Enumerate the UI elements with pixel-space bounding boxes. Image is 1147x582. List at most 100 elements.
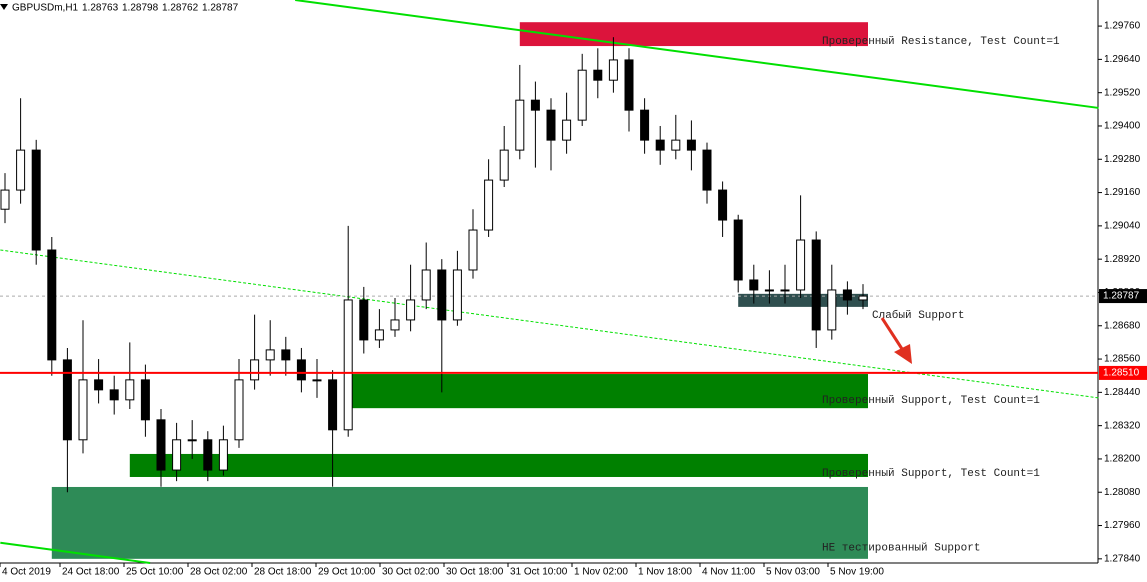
candle-body — [516, 100, 524, 150]
candle-body — [407, 300, 415, 320]
candle-body — [360, 300, 368, 340]
header-value: 1.28787 — [202, 3, 239, 14]
candle-body — [235, 380, 243, 440]
candle-body — [594, 70, 602, 80]
y-tick-label: 1.29640 — [1104, 54, 1141, 65]
overlay: GBPUSDm,H1 — [0, 3, 79, 14]
candle-body — [609, 60, 617, 80]
x-tick-label: 28 Oct 02:00 — [190, 567, 248, 578]
candle-body — [63, 360, 71, 440]
candle-body — [750, 280, 758, 290]
candle-body — [17, 150, 25, 190]
candle-body — [547, 110, 555, 140]
zone — [348, 374, 868, 408]
candle-body — [422, 270, 430, 300]
x-tick-label: 1 Nov 02:00 — [574, 567, 628, 578]
y-tick-label: 1.28080 — [1104, 487, 1141, 498]
x-tick-label: 29 Oct 10:00 — [318, 567, 376, 578]
candle-body — [719, 190, 727, 220]
candle-body — [843, 290, 851, 300]
y-tick-label: 1.28200 — [1104, 454, 1141, 465]
zone-label: Проверенный Support, Test Count=1 — [822, 395, 1040, 407]
x-tick-label: 4 Nov 11:00 — [702, 567, 756, 578]
zone-label: НЕ тестированный Support — [822, 543, 980, 555]
zone — [130, 454, 868, 477]
x-tick-label: 5 Nov 19:00 — [830, 567, 884, 578]
candle-body — [391, 320, 399, 330]
candle-body — [188, 440, 196, 441]
candle-body — [32, 150, 40, 250]
candle-body — [812, 240, 820, 330]
x-tick-label: 5 Nov 03:00 — [766, 567, 820, 578]
candle-body — [110, 390, 118, 400]
x-tick-label: 4 Oct 2019 — [2, 567, 51, 578]
candle-body — [859, 296, 867, 300]
candle-body — [438, 270, 446, 320]
candle-body — [797, 240, 805, 290]
header-value: 1.28762 — [162, 3, 199, 14]
zone-label: Проверенный Resistance, Test Count=1 — [822, 36, 1060, 48]
y-tick-label: 1.29400 — [1104, 121, 1141, 132]
candle-body — [469, 230, 477, 270]
candle-body — [453, 270, 461, 320]
x-tick-label: 30 Oct 18:00 — [446, 567, 504, 578]
hline-label: 1.28510 — [1103, 368, 1140, 379]
y-tick-label: 1.27840 — [1104, 553, 1141, 564]
candle-body — [157, 420, 165, 470]
candle-body — [563, 120, 571, 140]
candle-body — [375, 330, 383, 340]
candle-body — [266, 350, 274, 360]
candle-body — [500, 150, 508, 180]
candle-body — [173, 440, 181, 470]
candle-body — [687, 140, 695, 150]
candle-body — [641, 110, 649, 140]
candle-body — [485, 180, 493, 230]
x-tick-label: 30 Oct 02:00 — [382, 567, 440, 578]
candle-body — [48, 250, 56, 360]
x-tick-label: 25 Oct 10:00 — [126, 567, 184, 578]
candle-body — [329, 380, 337, 430]
candle-body — [734, 220, 742, 280]
candle-body — [251, 360, 259, 380]
x-tick-label: 28 Oct 18:00 — [254, 567, 312, 578]
candle-body — [344, 300, 352, 430]
y-tick-label: 1.28680 — [1104, 320, 1141, 331]
current-price-label: 1.28787 — [1103, 291, 1140, 302]
candle-body — [1, 190, 9, 209]
y-tick-label: 1.28320 — [1104, 420, 1141, 431]
x-tick-label: 31 Oct 10:00 — [510, 567, 568, 578]
candle-body — [656, 140, 664, 150]
y-tick-label: 1.28560 — [1104, 354, 1141, 365]
candle-body — [95, 380, 103, 390]
y-tick-label: 1.29280 — [1104, 154, 1141, 165]
x-tick-label: 1 Nov 18:00 — [638, 567, 692, 578]
y-tick-label: 1.29040 — [1104, 221, 1141, 232]
zone-label: Слабый Support — [872, 309, 964, 322]
candle-body — [204, 440, 212, 470]
y-tick-label: 1.29160 — [1104, 187, 1141, 198]
x-tick-label: 24 Oct 18:00 — [62, 567, 120, 578]
candle-body — [282, 350, 290, 360]
y-tick-label: 1.29520 — [1104, 87, 1141, 98]
header-value: 1.28798 — [122, 3, 159, 14]
y-tick-label: 1.28440 — [1104, 387, 1141, 398]
candle-body — [313, 380, 321, 381]
y-tick-label: 1.28920 — [1104, 254, 1141, 265]
y-tick-label: 1.27960 — [1104, 520, 1141, 531]
candle-body — [625, 60, 633, 110]
zone — [52, 487, 868, 559]
zone-label: Проверенный Support, Test Count=1 — [822, 468, 1040, 480]
y-tick-label: 1.29760 — [1104, 21, 1141, 32]
candle-body — [219, 440, 227, 470]
header-value: 1.28763 — [82, 3, 119, 14]
candle-body — [672, 140, 680, 150]
candle-body — [141, 380, 149, 420]
zone — [520, 22, 868, 46]
candle-body — [765, 290, 773, 291]
candle-body — [126, 380, 134, 400]
candle-body — [531, 100, 539, 110]
candle-body — [781, 290, 789, 291]
candle-body — [703, 150, 711, 190]
candle-body — [79, 380, 87, 440]
